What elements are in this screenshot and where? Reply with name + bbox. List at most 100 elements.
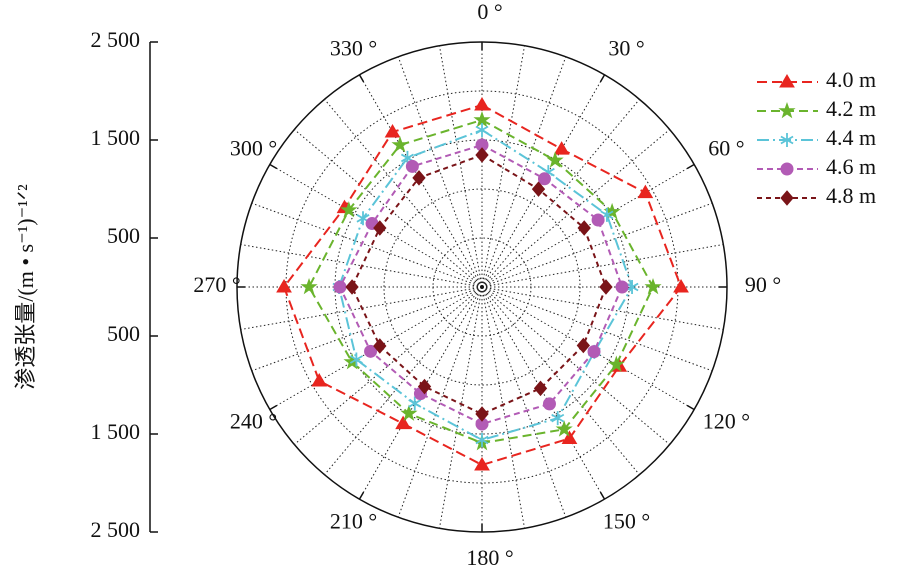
grid-spoke [293, 286, 483, 445]
data-point [561, 430, 578, 444]
grid-spoke [481, 286, 640, 476]
grid-spoke [481, 286, 671, 445]
grid-spoke [293, 129, 483, 288]
theta-tick-label: 120 ° [703, 409, 750, 434]
theta-tick [358, 74, 365, 83]
y-tick-label: 1 500 [91, 419, 141, 444]
grid-spoke [438, 45, 483, 288]
legend-label: 4.8 m [826, 183, 876, 208]
series-line [307, 118, 655, 445]
grid-spoke [481, 286, 526, 529]
y-axis-label: 渗透张量/(m • s⁻¹)⁻¹ᐟ² [13, 184, 38, 390]
theta-tick-label: 270 ° [193, 272, 240, 297]
legend-marker [779, 74, 795, 88]
theta-tick-label: 240 ° [230, 409, 277, 434]
data-point [340, 201, 358, 218]
data-point [607, 355, 625, 372]
grid-spoke [481, 45, 526, 288]
data-point [475, 123, 489, 138]
grid-spoke [481, 56, 567, 288]
grid-spoke [240, 286, 483, 331]
legend-label: 4.4 m [826, 125, 876, 150]
grid-spoke [324, 98, 483, 288]
grid-spoke [481, 202, 713, 288]
data-point [391, 135, 409, 153]
data-point [599, 279, 613, 295]
grid-spoke [359, 286, 483, 500]
grid-spoke [269, 286, 483, 410]
theta-tick-label: 0 ° [477, 0, 502, 24]
legend-marker [778, 101, 796, 119]
data-point [475, 147, 489, 163]
grid-spoke [251, 202, 483, 288]
grid-spoke [251, 286, 483, 372]
y-tick-label: 2 500 [91, 517, 141, 542]
grid-spoke [240, 243, 483, 288]
data-point [475, 432, 489, 447]
grid-spoke [397, 286, 483, 518]
data-point [533, 380, 548, 397]
center-dot [480, 285, 484, 289]
theta-tick-label: 30 ° [608, 36, 644, 61]
grid-spoke [438, 286, 483, 529]
y-tick-label: 1 500 [91, 125, 141, 150]
data-point [412, 170, 426, 186]
data-point [333, 280, 347, 294]
grid-spoke [481, 164, 695, 288]
data-point [673, 279, 689, 293]
data-point [300, 277, 318, 295]
data-point [576, 337, 590, 354]
data-point [475, 417, 489, 431]
grid-spoke [481, 129, 671, 288]
data-point [405, 159, 419, 173]
theta-tick-label: 150 ° [603, 508, 650, 533]
data-point [276, 279, 292, 293]
data-point [637, 184, 654, 199]
data-point [553, 141, 570, 155]
theta-tick [358, 491, 365, 500]
legend-label: 4.0 m [826, 67, 876, 92]
grid-spoke [397, 56, 483, 288]
data-point [349, 352, 363, 367]
data-point [537, 172, 551, 186]
theta-tick [599, 74, 606, 83]
data-point [644, 277, 662, 295]
data-point [400, 404, 418, 421]
data-point [364, 344, 378, 358]
theta-tick [269, 404, 278, 411]
data-point [345, 279, 359, 295]
grid-spoke [481, 74, 605, 288]
data-point [408, 396, 422, 411]
data-point [531, 181, 546, 197]
theta-tick-label: 330 ° [330, 36, 377, 61]
legend-label: 4.2 m [826, 96, 876, 121]
theta-tick-label: 90 ° [745, 272, 781, 297]
y-tick-label: 2 500 [91, 27, 141, 52]
theta-tick-label: 300 ° [230, 136, 277, 161]
grid-spoke [481, 286, 605, 500]
data-point [591, 213, 605, 227]
data-point [546, 151, 564, 168]
data-point [384, 124, 401, 138]
theta-tick [599, 491, 606, 500]
grid-spoke [481, 243, 724, 288]
legend-marker [780, 190, 794, 206]
data-point [555, 420, 573, 437]
data-point [551, 411, 565, 426]
y-tick-label: 500 [107, 321, 140, 346]
data-point [475, 406, 489, 422]
theta-tick [686, 163, 695, 170]
grid-spoke [481, 286, 724, 331]
grid-spoke [481, 286, 567, 518]
data-point [417, 378, 432, 395]
legend-marker [780, 133, 794, 147]
data-point [474, 456, 490, 471]
data-point [577, 220, 591, 236]
theta-tick-label: 180 ° [466, 545, 513, 570]
data-point [615, 280, 629, 294]
data-point [587, 345, 601, 359]
grid-spoke [269, 164, 483, 288]
grid-spoke [481, 98, 640, 288]
data-point [395, 415, 411, 430]
